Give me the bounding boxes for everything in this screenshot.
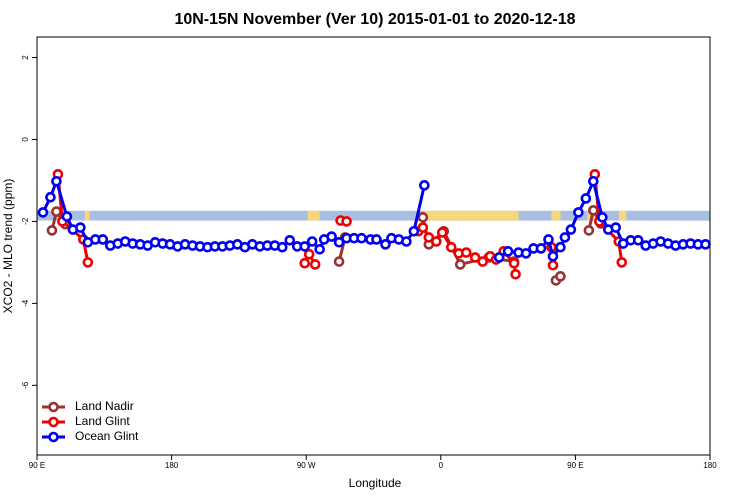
data-point <box>555 241 566 253</box>
data-point <box>700 239 711 250</box>
data-point <box>82 257 94 268</box>
data-point <box>303 248 315 260</box>
land-band <box>551 210 561 221</box>
data-point <box>469 252 481 263</box>
data-point <box>583 225 595 236</box>
data-point <box>508 257 520 269</box>
data-point <box>401 236 412 247</box>
plot-frame <box>36 36 711 456</box>
data-point <box>356 232 367 244</box>
legend-marker <box>48 431 59 443</box>
data-point <box>547 259 559 271</box>
data-point <box>51 175 62 187</box>
legend-label: Land Glint <box>75 414 130 428</box>
data-point <box>333 256 345 267</box>
data-point <box>588 205 599 216</box>
y-tick-label: -4 <box>21 299 30 307</box>
plot-area <box>37 168 711 286</box>
data-point <box>276 241 288 253</box>
data-point <box>454 259 466 270</box>
y-tick-label: -6 <box>21 381 30 389</box>
data-point <box>45 191 56 203</box>
data-point <box>419 180 430 191</box>
legend-marker <box>48 416 59 428</box>
y-tick-label: 0 <box>21 137 30 142</box>
y-axis-label: XCO2 - MLO trend (ppm) <box>1 179 15 314</box>
data-point <box>588 175 599 187</box>
data-point <box>97 234 109 245</box>
data-point <box>423 232 435 243</box>
data-point <box>61 211 73 222</box>
x-axis-label: Longitude <box>349 476 402 490</box>
data-point <box>520 248 532 259</box>
data-point <box>580 193 592 204</box>
data-point <box>460 247 472 258</box>
data-point <box>309 259 321 270</box>
legend-label: Ocean Glint <box>75 429 139 443</box>
data-point <box>37 207 49 218</box>
legend-marker <box>48 401 59 413</box>
land-band <box>424 210 519 221</box>
data-point <box>445 241 457 253</box>
ocean-band <box>37 210 710 221</box>
data-point <box>299 241 311 252</box>
data-point <box>573 207 584 218</box>
data-point <box>597 212 608 223</box>
data-point <box>284 234 296 246</box>
data-point <box>616 257 628 268</box>
x-tick-label: 90 E <box>567 461 583 470</box>
land-band <box>84 210 90 221</box>
data-point <box>417 222 429 233</box>
y-tick-label: 2 <box>21 55 30 60</box>
data-point <box>75 222 86 233</box>
data-point <box>408 225 420 237</box>
x-tick-label: 90 E <box>29 461 45 470</box>
data-point <box>371 234 382 245</box>
data-point <box>543 234 554 245</box>
land-band <box>307 210 320 221</box>
data-point <box>477 256 488 267</box>
data-point <box>510 268 521 280</box>
data-point <box>632 234 644 246</box>
data-point <box>380 239 391 250</box>
data-point <box>555 271 566 282</box>
data-point <box>341 216 352 227</box>
data-point <box>333 237 345 248</box>
data-point <box>314 243 325 255</box>
legend-label: Land Nadir <box>75 399 134 413</box>
x-tick-label: 180 <box>703 461 717 470</box>
data-point <box>436 227 448 238</box>
data-point <box>299 257 311 269</box>
data-point <box>326 231 337 242</box>
data-point <box>46 225 58 236</box>
data-point <box>547 250 559 262</box>
x-tick-label: 0 <box>439 461 444 470</box>
data-point <box>431 236 442 247</box>
data-point <box>559 232 571 243</box>
data-point <box>306 236 318 247</box>
data-point <box>502 246 514 257</box>
x-tick-label: 90 W <box>297 461 316 470</box>
y-tick-label: -2 <box>21 217 30 225</box>
x-tick-label: 180 <box>165 461 179 470</box>
data-point <box>610 222 622 233</box>
data-point <box>417 212 429 223</box>
data-point <box>51 206 62 217</box>
land-band <box>618 210 627 221</box>
chart-title: 10N-15N November (Ver 10) 2015-01-01 to … <box>174 11 575 28</box>
data-point <box>493 252 505 263</box>
data-point <box>535 243 547 254</box>
data-point <box>565 224 577 235</box>
